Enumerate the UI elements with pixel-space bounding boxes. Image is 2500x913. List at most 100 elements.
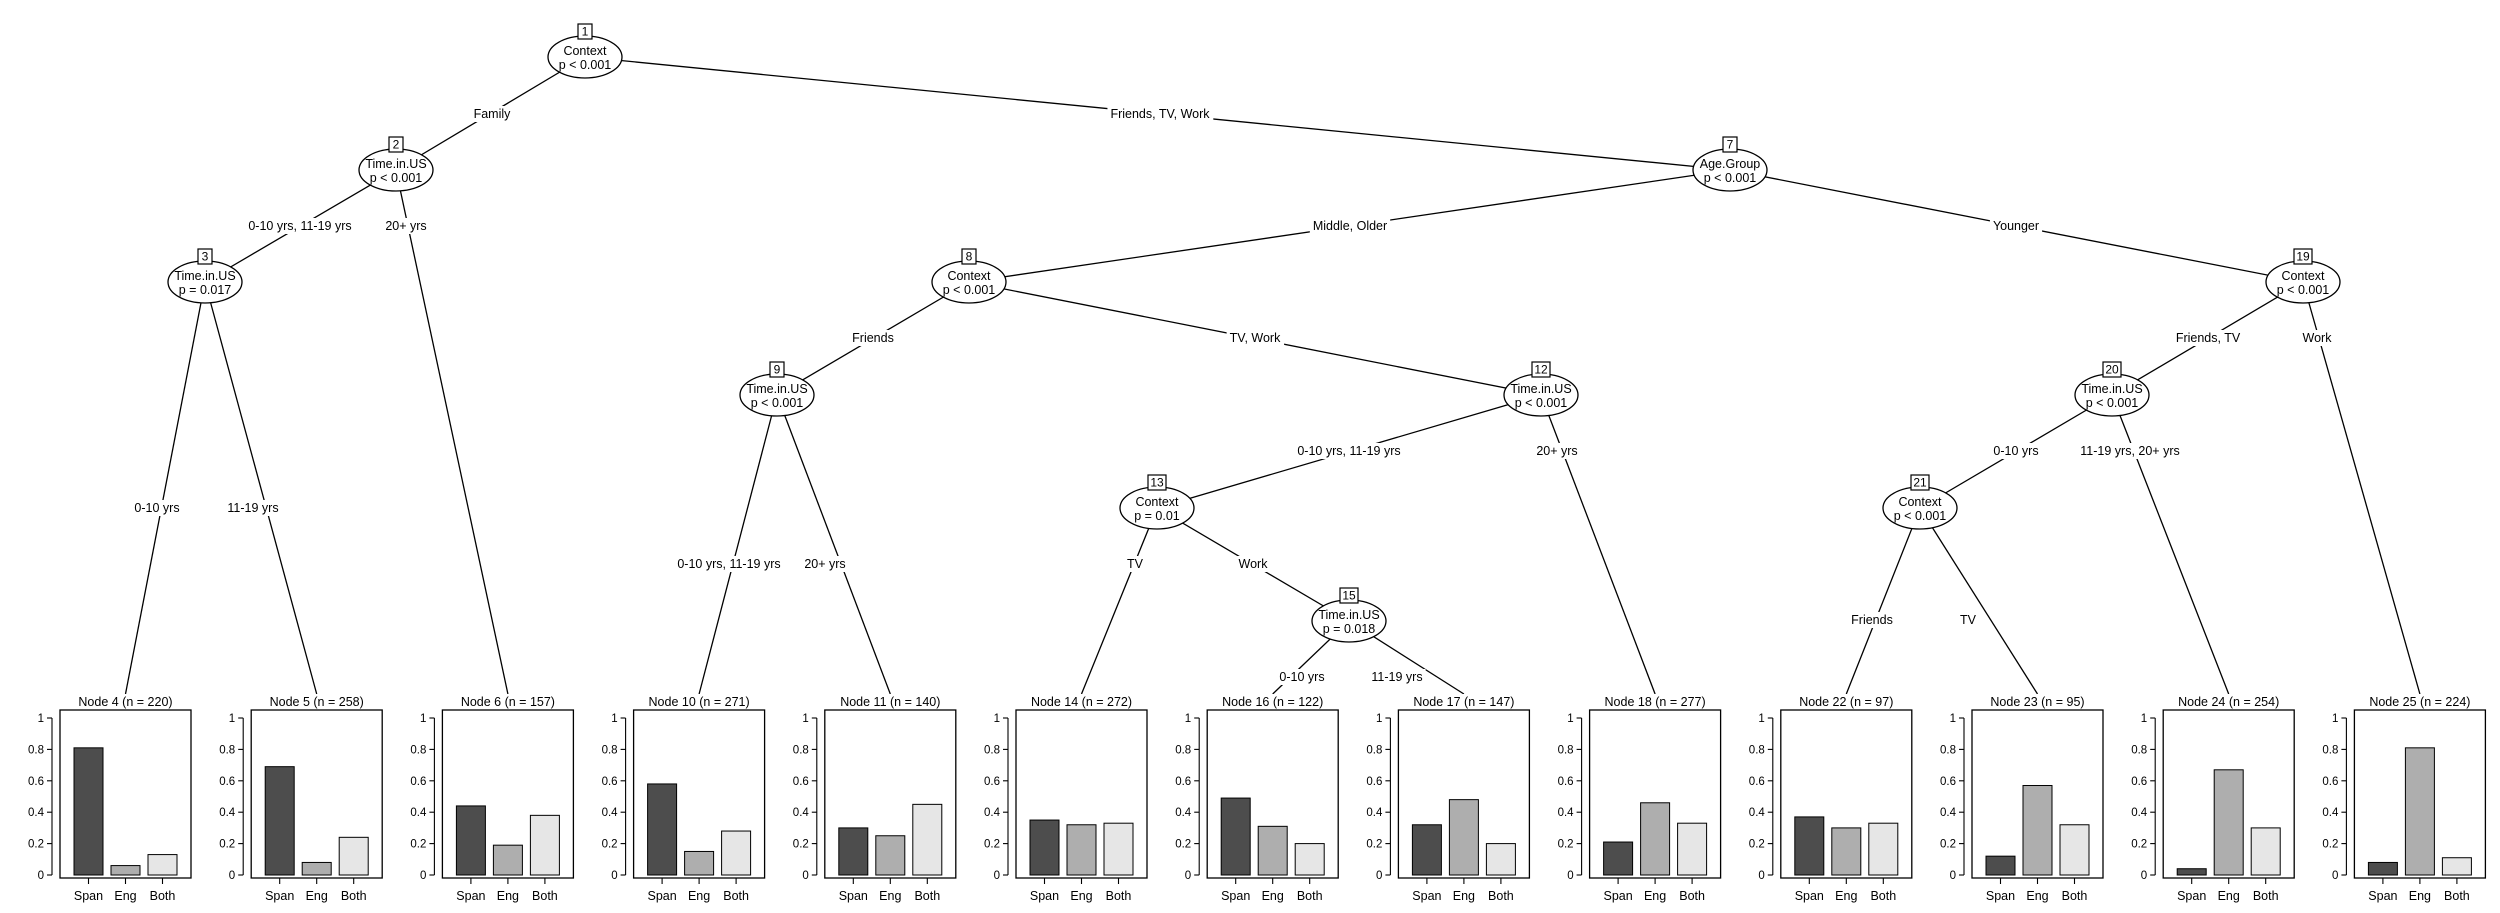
y-tick-label: 0 (1185, 870, 1191, 882)
edge-label-bg (1368, 669, 1426, 685)
y-tick-label: 1 (2141, 713, 2147, 725)
x-tick-label: Both (2444, 889, 2470, 903)
y-tick-label: 0.6 (2131, 776, 2147, 788)
y-tick-label: 0.8 (219, 744, 235, 756)
bar-span (1029, 819, 1060, 876)
node-pvalue: p = 0.018 (1323, 622, 1376, 636)
bar-eng (2213, 769, 2244, 876)
y-tick-label: 0.2 (2322, 839, 2338, 851)
y-tick-label: 1 (611, 713, 617, 725)
node-id-box (1531, 361, 1551, 378)
leaf-title-bg (1988, 694, 2087, 710)
node-id: 3 (202, 250, 209, 264)
edge-label-bg (2299, 330, 2336, 346)
node-variable: Time.in.US (2081, 382, 2142, 396)
node-id: 13 (1150, 476, 1164, 490)
node-pvalue: p < 0.001 (2277, 283, 2330, 297)
leaf-title-bg (838, 694, 943, 710)
edge-label-bg (1989, 218, 2043, 234)
y-tick-label: 0.8 (984, 744, 1000, 756)
y-tick-label: 0.8 (1558, 744, 1574, 756)
leaf-title-bg (458, 694, 557, 710)
bar-both (1485, 843, 1516, 876)
edge-label: Work (1239, 557, 1269, 571)
node-id-box (961, 248, 977, 265)
edge-12-L8 (1540, 394, 1656, 695)
leaf-title: Node 24 (n = 254) (2178, 695, 2279, 709)
x-tick-label: Both (1488, 889, 1514, 903)
x-tick-label: Both (2253, 889, 2279, 903)
y-tick-label: 0.8 (2131, 744, 2147, 756)
edge-label-bg (801, 556, 849, 572)
y-tick-label: 0.4 (1940, 807, 1957, 819)
bar-eng (492, 844, 523, 876)
y-tick-label: 0.4 (410, 807, 427, 819)
y-tick-label: 0.6 (410, 776, 426, 788)
bar-both (721, 830, 752, 876)
leaf-panels-layer: Node 4 (n = 220) 0 0.2 0.4 0.6 0.8 1 Span Eng Bot… (28, 694, 2487, 903)
bar-eng (2022, 785, 2053, 876)
leaf-title-bg (1220, 694, 1326, 710)
y-tick-label: 0.8 (602, 744, 618, 756)
edge-21-L9 (1845, 507, 1921, 695)
edge-label-bg (131, 500, 183, 516)
leaf-title: Node 25 (n = 224) (2369, 695, 2470, 709)
edge-19-L12 (2302, 281, 2421, 695)
node-id: 8 (966, 250, 973, 264)
edge-label: 0-10 yrs (1993, 444, 2038, 458)
edge-label-bg (245, 218, 355, 234)
edge-label-bg (1309, 218, 1391, 234)
leaf-title-bg (2367, 694, 2473, 710)
leaf-title: Node 11 (n = 140) (840, 695, 940, 709)
leaf-title-bg (267, 694, 366, 710)
bar-both (529, 814, 560, 876)
y-tick-label: 0 (1950, 870, 1956, 882)
node-id: 2 (393, 138, 400, 152)
edge-label-bg (674, 556, 784, 572)
y-tick-label: 0.4 (2131, 807, 2148, 819)
leaf-title: Node 17 (n = 147) (1413, 695, 1514, 709)
x-tick-label: Eng (306, 889, 328, 903)
inner-node-9: Time.in.USp < 0.001 9 (739, 361, 815, 417)
y-tick-label: 0.2 (1940, 839, 1956, 851)
x-tick-label: Eng (114, 889, 136, 903)
bar-both (2059, 824, 2090, 876)
edge-21-L10 (1919, 507, 2039, 695)
edge-label-bg (849, 330, 897, 346)
y-tick-label: 1 (1567, 713, 1573, 725)
edge-label: Work (2303, 331, 2333, 345)
x-tick-label: Both (914, 889, 940, 903)
edge-label: 20+ yrs (1536, 444, 1577, 458)
edge-label: 0-10 yrs, 11-19 yrs (248, 219, 351, 233)
bar-eng (1257, 825, 1288, 876)
edge-label-bg (224, 500, 282, 516)
edge-label-bg (1533, 443, 1581, 459)
y-tick-label: 0.4 (984, 807, 1001, 819)
leaf-panel-2: Node 6 (n = 157) 0 0.2 0.4 0.6 0.8 1 Span Eng Bot… (410, 694, 575, 903)
edge-label: 0-10 yrs, 11-19 yrs (677, 557, 780, 571)
x-tick-label: Eng (879, 889, 901, 903)
leaf-title: Node 18 (n = 277) (1605, 695, 1706, 709)
y-tick-label: 0 (1567, 870, 1573, 882)
x-tick-label: Eng (2409, 889, 2431, 903)
leaf-title: Node 6 (n = 157) (461, 695, 555, 709)
y-tick-label: 0.4 (219, 807, 236, 819)
y-tick-label: 0.2 (2131, 839, 2147, 851)
bar-span (838, 827, 869, 876)
bar-both (912, 803, 943, 876)
edge-9-L3 (698, 394, 778, 695)
edge-label-bg (470, 106, 515, 122)
edge-labels-layer: Family Friends, TV, Work 0-10 yrs, 11-19 y… (131, 106, 2336, 685)
bar-span (647, 783, 678, 876)
y-tick-label: 1 (38, 713, 44, 725)
leaf-title: Node 4 (n = 220) (78, 695, 172, 709)
node-pvalue: p < 0.001 (1894, 509, 1947, 523)
y-tick-label: 0.4 (1558, 807, 1575, 819)
y-tick-label: 0 (994, 870, 1000, 882)
leaf-title: Node 10 (n = 271) (649, 695, 750, 709)
node-pvalue: p < 0.001 (1515, 396, 1568, 410)
bar-span (1603, 841, 1634, 876)
